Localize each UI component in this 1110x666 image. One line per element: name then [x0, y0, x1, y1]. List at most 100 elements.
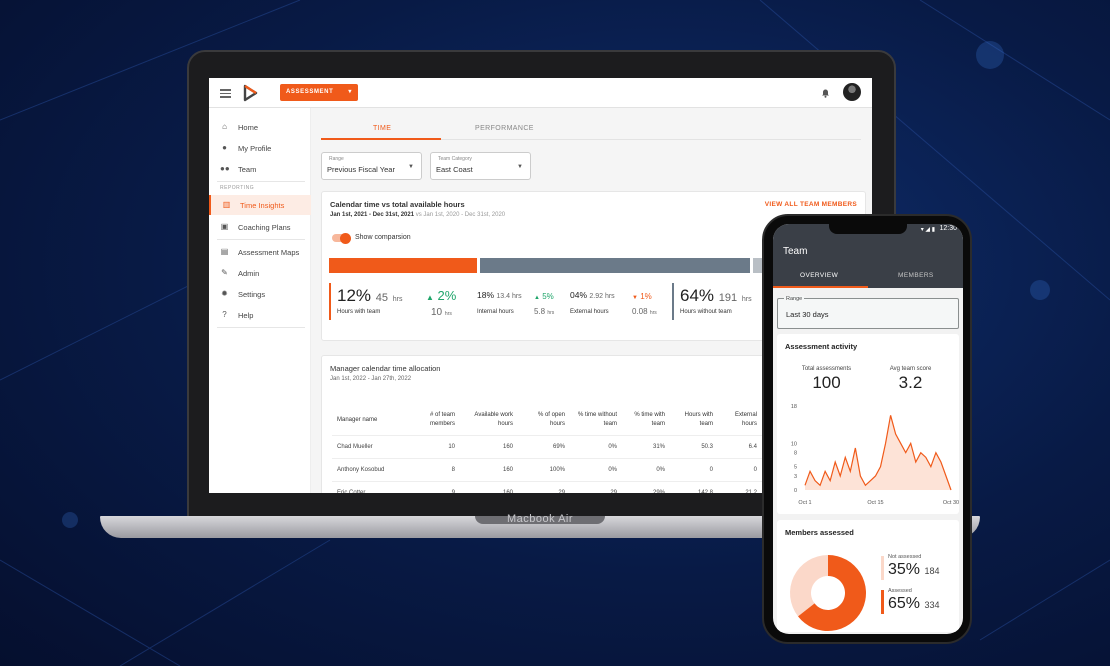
- sidebar-item-team[interactable]: ●● Team: [209, 159, 311, 179]
- page-title: Team: [783, 246, 808, 257]
- cell: 0%: [622, 458, 670, 482]
- hrs-value: 13.4 hrs: [496, 293, 522, 300]
- assessment-activity-card: Assessment activity Total assessments 10…: [777, 334, 959, 514]
- y-tick-label: 18: [791, 404, 797, 410]
- y-tick-label: 3: [794, 474, 797, 480]
- count: 334: [924, 600, 940, 610]
- sidebar-item-coaching-plans[interactable]: ▣ Coaching Plans: [209, 217, 311, 237]
- pct-value: 18%: [477, 290, 495, 300]
- sidebar-item-assessment-maps[interactable]: ▤ Assessment Maps: [209, 242, 311, 262]
- y-tick-label: 0: [794, 488, 797, 494]
- tab-members[interactable]: MEMBERS: [898, 272, 934, 279]
- status-time: 12:30: [939, 225, 957, 232]
- legend-swatch: [881, 556, 884, 580]
- delta-hrs: 10: [431, 307, 443, 318]
- active-tab-indicator: [321, 138, 441, 140]
- unit: hrs: [392, 296, 403, 303]
- column-header[interactable]: % time without team: [570, 408, 622, 436]
- table-header-row: Manager name # of team members Available…: [332, 408, 762, 436]
- cell: 69%: [518, 435, 570, 459]
- app-logo-icon[interactable]: [241, 84, 259, 102]
- sidebar: ⌂ Home ● My Profile ●● Team REPORTING ▥ …: [209, 108, 311, 493]
- chevron-down-icon: ▼: [517, 164, 523, 170]
- card-title: Members assessed: [785, 528, 854, 537]
- sidebar-item-label: Coaching Plans: [238, 223, 291, 232]
- avatar[interactable]: [843, 83, 861, 101]
- unit: hrs: [649, 310, 657, 316]
- help-icon: ?: [222, 310, 227, 319]
- tab-overview[interactable]: OVERVIEW: [800, 272, 839, 279]
- kpi-value: 100: [812, 373, 841, 392]
- sidebar-item-settings[interactable]: ✹ Settings: [209, 284, 311, 304]
- divider: [217, 327, 305, 328]
- arrow-up-icon: ▲: [534, 295, 540, 301]
- bell-icon[interactable]: [821, 88, 830, 98]
- tab-time[interactable]: TIME: [373, 125, 392, 132]
- x-tick-label: Oct 15: [867, 500, 883, 506]
- tab-performance[interactable]: PERFORMANCE: [475, 125, 534, 132]
- range-select-value: Previous Fiscal Year: [327, 165, 395, 174]
- sidebar-item-label: Help: [238, 311, 254, 320]
- count: 184: [924, 566, 940, 576]
- pct-value: 04%: [570, 290, 588, 300]
- pct: 35%: [888, 561, 921, 578]
- team-category-select[interactable]: Team Category East Coast ▼: [430, 152, 531, 180]
- bar-with-team: [329, 258, 477, 273]
- column-header[interactable]: # of team members: [412, 408, 460, 436]
- home-icon: ⌂: [222, 122, 227, 131]
- column-header[interactable]: Manager name: [332, 408, 412, 436]
- column-header[interactable]: External hours: [718, 408, 762, 436]
- comparison-toggle[interactable]: [332, 232, 351, 244]
- kpi-label: Total assessments: [801, 366, 852, 372]
- bar-without-team: [480, 258, 750, 273]
- y-tick-label: 5: [794, 465, 797, 471]
- team-category-label: Team Category: [438, 156, 472, 162]
- legend-swatch: [881, 590, 884, 614]
- sidebar-item-label: Assessment Maps: [238, 248, 300, 257]
- app-bar: ASSESSMENT ▾: [209, 78, 872, 108]
- stat-label: Internal hours: [477, 309, 514, 315]
- cell: 160: [460, 481, 518, 493]
- table-row[interactable]: Anthony Kosobud 8 160 100% 0% 0% 0 0: [332, 458, 762, 482]
- sidebar-item-admin[interactable]: ✎ Admin: [209, 263, 311, 283]
- stat-label: Hours with team: [337, 309, 381, 315]
- legend-label: Not assessed: [888, 554, 922, 560]
- people-icon: ●●: [220, 164, 230, 173]
- sidebar-item-help[interactable]: ? Help: [209, 305, 311, 325]
- cell: 0%: [570, 458, 622, 482]
- status-icons: ▾ ◢ ▮: [920, 227, 935, 233]
- stat-external-hours: 04% 2.92 hrs External hours: [570, 290, 615, 315]
- cell: 160: [460, 435, 518, 459]
- card-subtitle: Jan 1st, 2022 - Jan 27th, 2022: [330, 376, 412, 382]
- range-select[interactable]: Range Last 30 days: [777, 296, 959, 329]
- view-all-team-members-link[interactable]: VIEW ALL TEAM MEMBERS: [764, 201, 857, 208]
- menu-icon[interactable]: [220, 89, 231, 98]
- assessment-activity-chart: 0 3 5 8 10 18 Oct 1 Oct 15 Oct 30: [791, 404, 959, 506]
- column-header[interactable]: Hours with team: [670, 408, 718, 436]
- cell: 9: [412, 481, 460, 493]
- assessment-dropdown[interactable]: ASSESSMENT ▾: [280, 84, 358, 101]
- sidebar-item-label: My Profile: [238, 144, 272, 153]
- tab-bar: TIME PERFORMANCE: [321, 118, 861, 140]
- sidebar-item-label: Time Insights: [240, 201, 285, 210]
- table-row[interactable]: Chad Mueller 10 160 69% 0% 31% 50.3 6.4: [332, 435, 762, 459]
- sidebar-item-time-insights[interactable]: ▥ Time Insights: [209, 195, 311, 215]
- team-category-value: East Coast: [436, 165, 473, 174]
- column-header[interactable]: % time with team: [622, 408, 670, 436]
- map-icon: ▤: [220, 247, 229, 256]
- cell: 0: [670, 458, 718, 482]
- phone-notch: [829, 224, 907, 234]
- compare-range: Jan 1st, 2020 - Dec 31st, 2020: [423, 212, 506, 218]
- table-row[interactable]: Eric Cotter 9 160 29 29 29% 142.8 21.2: [332, 481, 762, 493]
- delta-value: 1%: [640, 292, 652, 301]
- column-header[interactable]: % of open hours: [518, 408, 570, 436]
- sidebar-item-home[interactable]: ⌂ Home: [209, 117, 311, 137]
- divider: [217, 181, 305, 182]
- column-header[interactable]: Available work hours: [460, 408, 518, 436]
- sidebar-item-label: Team: [238, 165, 257, 174]
- hrs-value: 45: [375, 292, 389, 304]
- range-select[interactable]: Range Previous Fiscal Year ▼: [321, 152, 422, 180]
- active-tab-indicator: [773, 286, 868, 288]
- arrow-up-icon: ▲: [426, 293, 434, 302]
- sidebar-item-my-profile[interactable]: ● My Profile: [209, 138, 311, 158]
